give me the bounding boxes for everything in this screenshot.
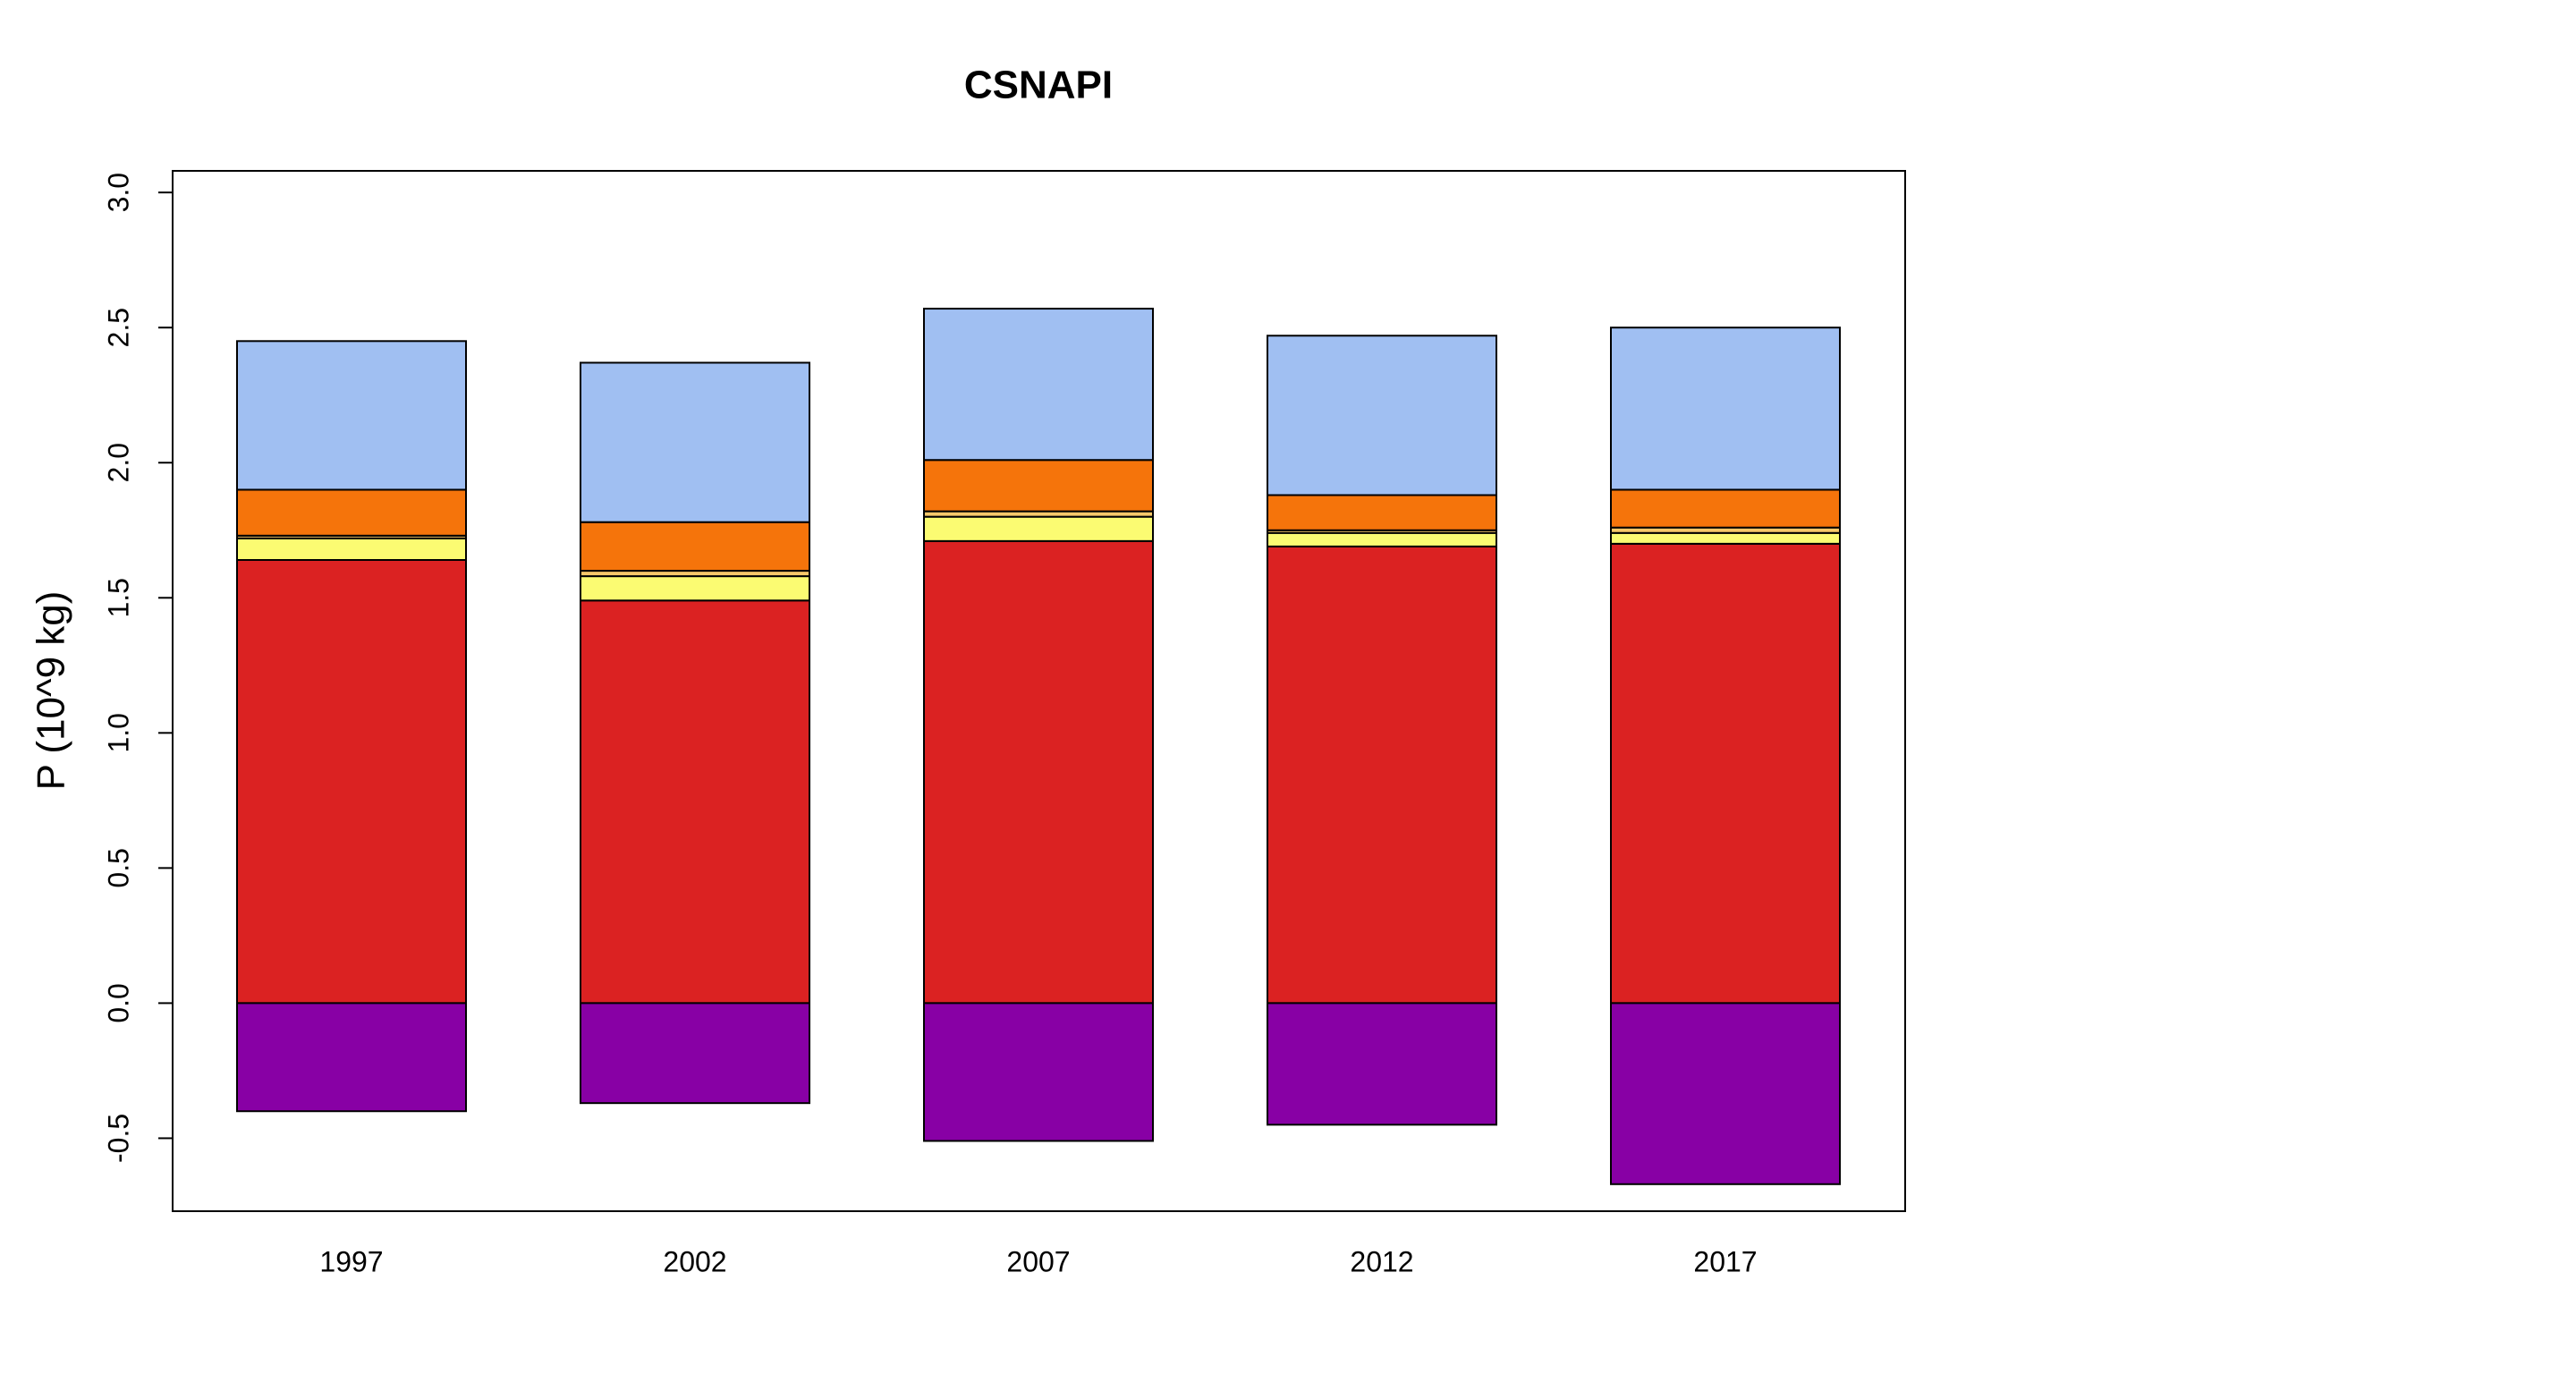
x-tick-label: 1997 (319, 1245, 383, 1277)
bar-segment (1267, 531, 1497, 547)
y-axis-label: P (10^9 kg) (30, 591, 73, 791)
bar-segment (923, 515, 1154, 542)
bar-segment (1267, 1002, 1497, 1126)
bar-segment (1267, 335, 1497, 496)
bar-segment (1610, 1002, 1841, 1185)
plot-frame (172, 170, 1906, 1212)
chart-title: CSNAPI (964, 64, 1113, 107)
bar-segment (580, 1002, 810, 1105)
y-tick-label: -0.5 (102, 1114, 134, 1163)
bar-segment (1267, 494, 1497, 531)
y-tick-label: 1.0 (102, 713, 134, 752)
y-tick-label: 0.0 (102, 983, 134, 1022)
y-tick-label: 2.0 (102, 443, 134, 482)
bar-segment (236, 488, 467, 537)
bar-segment (923, 308, 1154, 462)
bar-segment (1610, 327, 1841, 491)
bar-segment (923, 1002, 1154, 1142)
bar-segment (923, 459, 1154, 513)
bar-segment (580, 575, 810, 602)
bar-segment (1610, 531, 1841, 545)
y-tick-label: 0.5 (102, 848, 134, 887)
bar-segment (236, 558, 467, 1005)
y-tick-label: 1.5 (102, 578, 134, 617)
y-tick-label: 3.0 (102, 173, 134, 212)
bar-segment (236, 1002, 467, 1113)
bar-segment (1610, 542, 1841, 1005)
bar-segment (236, 340, 467, 491)
bar-segment (1610, 488, 1841, 529)
x-tick-label: 2002 (663, 1245, 726, 1277)
bar-segment (236, 537, 467, 561)
bar-segment (580, 599, 810, 1005)
bar-segment (923, 539, 1154, 1005)
x-tick-label: 2007 (1006, 1245, 1070, 1277)
bar-segment (580, 521, 810, 572)
bar-segment (580, 361, 810, 523)
x-tick-label: 2017 (1693, 1245, 1757, 1277)
y-tick-label: 2.5 (102, 308, 134, 347)
bar-segment (1267, 545, 1497, 1005)
x-tick-label: 2012 (1350, 1245, 1413, 1277)
